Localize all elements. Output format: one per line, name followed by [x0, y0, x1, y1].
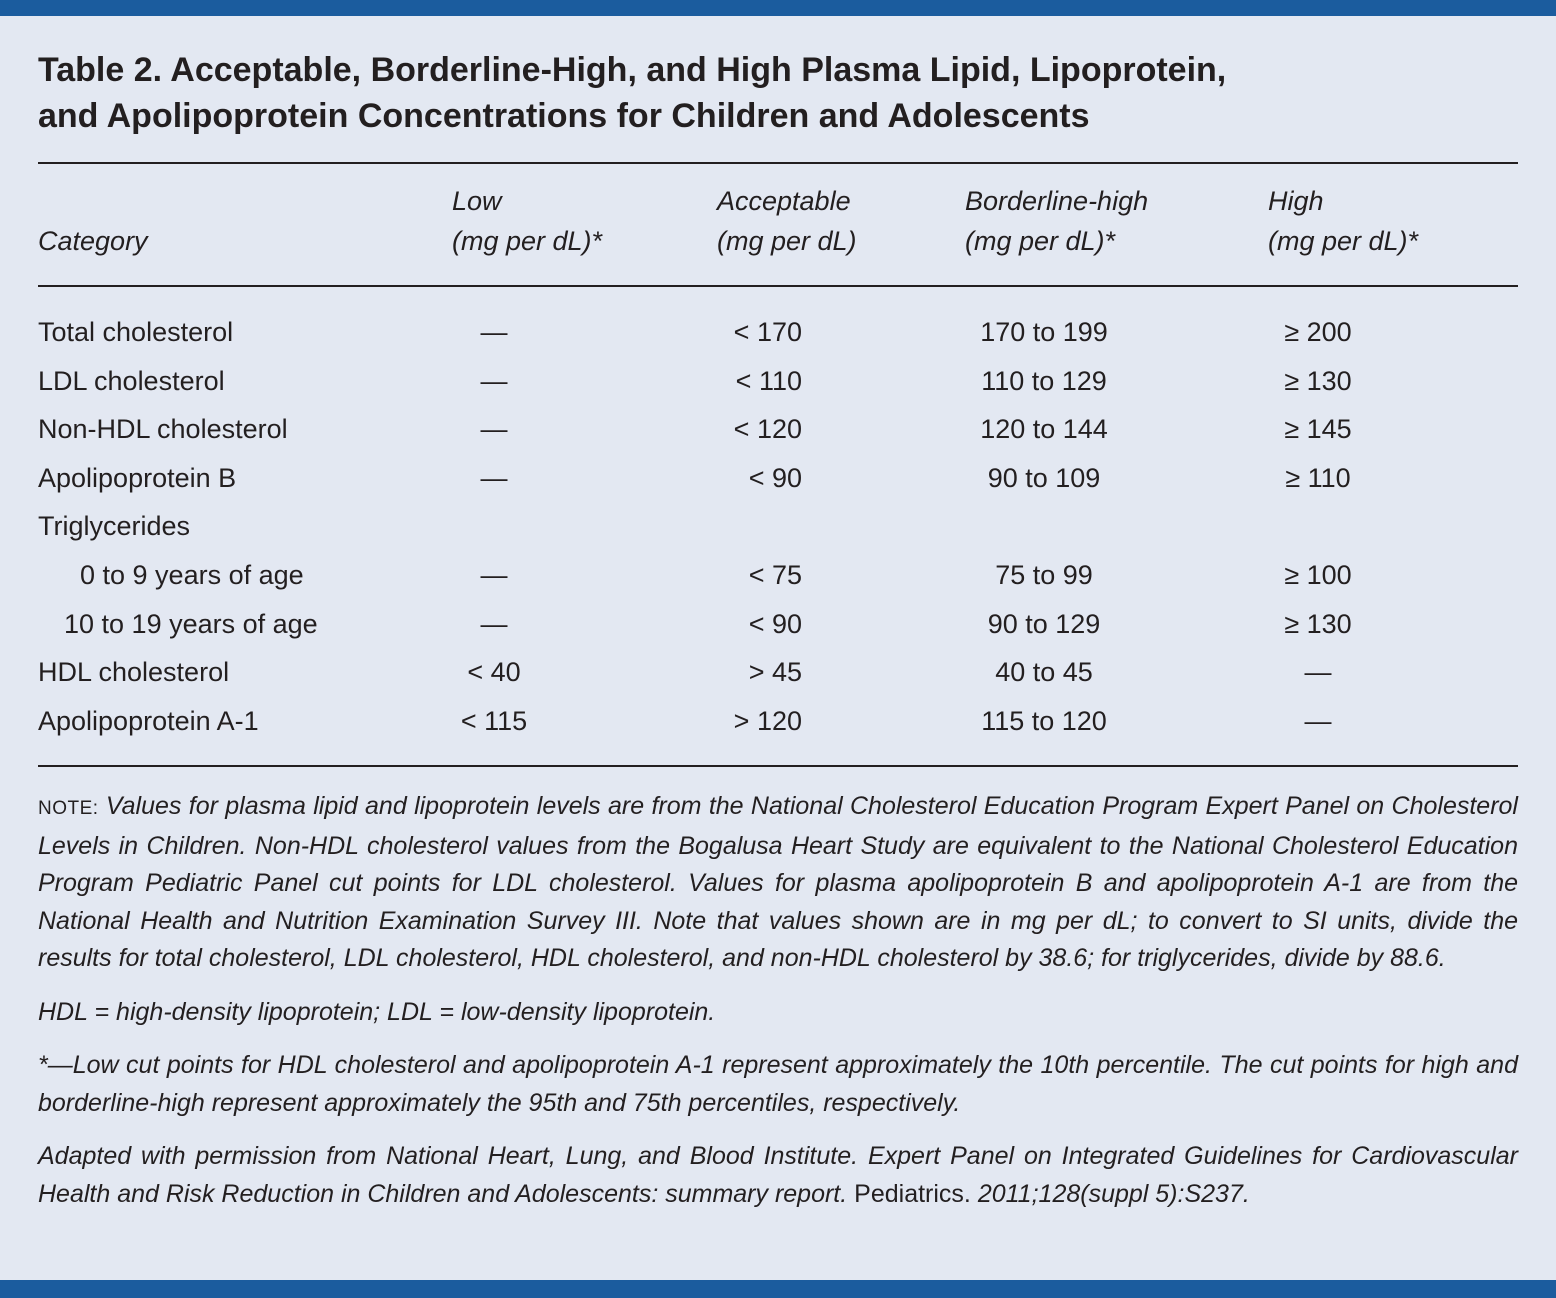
row-label: Non-HDL cholesterol: [38, 414, 288, 445]
row-label: LDL cholesterol: [38, 365, 225, 396]
header-cell: High: [1268, 186, 1324, 216]
value-cell: 115 to 120: [981, 705, 1107, 736]
row-label: Apolipoprotein A-1: [38, 705, 259, 736]
note-text: HDL = high-density lipoprotein; LDL = lo…: [38, 997, 716, 1026]
note-text: *—Low cut points for HDL cholesterol and…: [38, 1051, 1518, 1117]
value-cell: 170 to 199: [980, 317, 1108, 347]
value-cell: < 75: [748, 560, 802, 590]
notes: NOTE: Values for plasma lipid and lipopr…: [38, 788, 1518, 1229]
value-cell: —: [480, 317, 508, 347]
value-cell: —: [1304, 705, 1332, 736]
value-cell: > 45: [748, 657, 802, 688]
note: HDL = high-density lipoprotein; LDL = lo…: [38, 994, 1518, 1032]
header-cell: (mg per dL)*: [965, 226, 1116, 256]
rule: [38, 285, 1518, 287]
value-cell: < 120: [733, 414, 802, 445]
value-cell: 120 to 144: [980, 414, 1108, 445]
header-cell: (mg per dL)*: [1268, 226, 1419, 256]
value-cell: > 120: [733, 705, 802, 736]
row-label: Apolipoprotein B: [38, 462, 237, 493]
value-cell: 75 to 99: [995, 560, 1093, 590]
header-cell: Acceptable: [717, 186, 851, 216]
note-label: NOTE:: [38, 798, 99, 819]
note: *—Low cut points for HDL cholesterol and…: [38, 1047, 1518, 1122]
value-cell: —: [1304, 657, 1332, 688]
value-cell: < 170: [733, 317, 802, 347]
header-cell: (mg per dL): [717, 226, 857, 256]
value-cell: 90 to 129: [987, 608, 1101, 639]
value-cell: —: [480, 462, 508, 493]
rule: [38, 162, 1518, 164]
note: Adapted with permission from National He…: [38, 1138, 1518, 1213]
header-cell: Low: [452, 186, 502, 216]
row-label: HDL cholesterol: [38, 657, 230, 688]
row-label: 0 to 9 years of age: [80, 560, 304, 590]
value-cell: < 90: [748, 608, 802, 639]
note-text: Values for plasma lipid and lipoprotein …: [38, 792, 1518, 972]
value-cell: < 115: [460, 705, 528, 736]
value-cell: ≥ 200: [1284, 317, 1352, 347]
value-cell: 110 to 129: [981, 365, 1107, 396]
value-cell: ≥ 100: [1284, 560, 1352, 590]
value-cell: < 40: [467, 657, 521, 688]
value-cell: —: [480, 608, 508, 639]
title-line: Table 2. Acceptable, Borderline-High, an…: [38, 51, 1227, 89]
note: NOTE: Values for plasma lipid and lipopr…: [38, 788, 1518, 978]
note-text: Adapted with permission from National He…: [38, 1142, 1518, 1208]
citation: 2011;128(suppl 5):S237.: [977, 1179, 1250, 1208]
value-cell: ≥ 130: [1284, 365, 1352, 396]
value-cell: —: [480, 414, 508, 445]
value-cell: ≥ 145: [1284, 414, 1352, 445]
value-cell: ≥ 130: [1284, 608, 1352, 639]
rule: [38, 765, 1518, 767]
value-cell: —: [480, 560, 508, 590]
row-label: Total cholesterol: [38, 317, 234, 347]
value-cell: < 90: [748, 462, 802, 493]
row-label: Triglycerides: [38, 511, 191, 542]
journal: Pediatrics.: [854, 1179, 971, 1208]
value-cell: 40 to 45: [995, 657, 1093, 688]
bottom-bar: [0, 1280, 1556, 1298]
header-cell: Borderline-high: [965, 186, 1149, 216]
header-cell: (mg per dL)*: [452, 226, 603, 256]
top-bar: [0, 0, 1556, 16]
title-line: and Apolipoprotein Concentrations for Ch…: [38, 97, 1090, 135]
value-cell: ≥ 110: [1285, 462, 1351, 493]
value-cell: 90 to 109: [987, 462, 1101, 493]
value-cell: < 110: [735, 365, 802, 396]
value-cell: —: [480, 365, 508, 396]
header-cell: Category: [38, 226, 148, 256]
row-label: 10 to 19 years of age: [64, 608, 318, 639]
